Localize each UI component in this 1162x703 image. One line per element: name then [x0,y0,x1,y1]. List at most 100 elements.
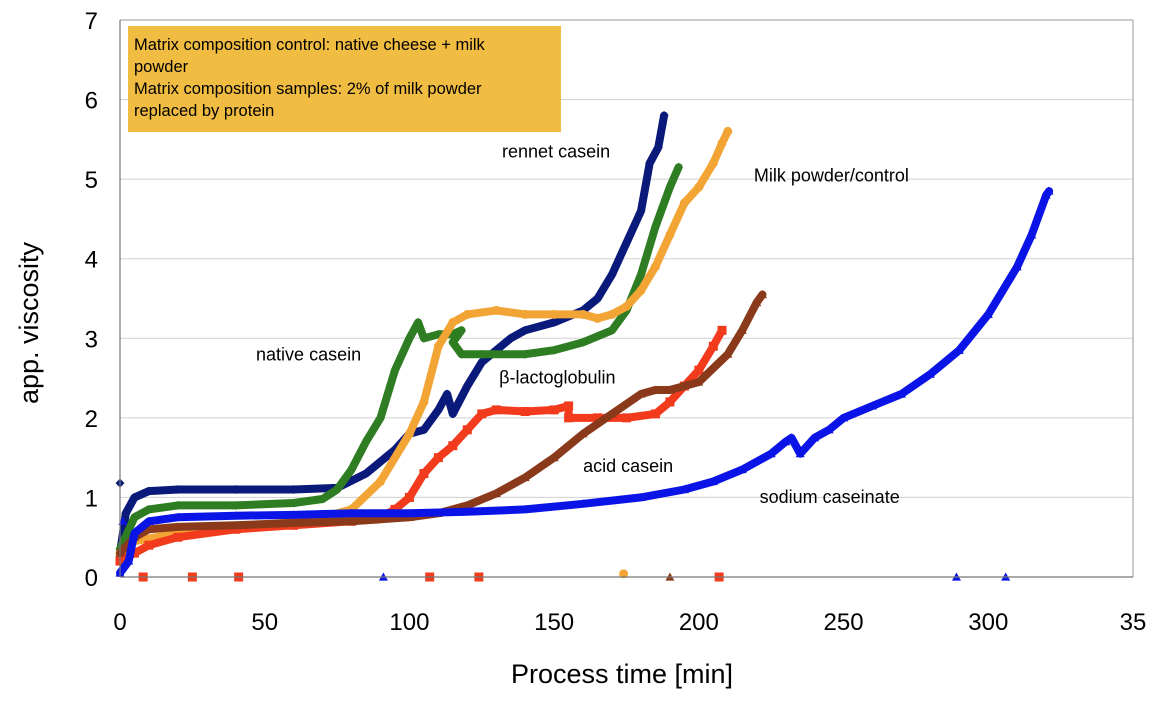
data-point [1027,230,1037,239]
data-point [462,309,472,319]
data-point [173,522,183,531]
data-point [448,441,458,451]
data-point [231,484,241,494]
data-point [650,385,660,394]
data-point [549,309,559,319]
data-point [758,290,768,299]
y-tick-label: 1 [85,485,98,512]
data-point [419,425,429,435]
x-axis-title: Process time [min] [511,659,733,689]
data-point [636,270,646,280]
data-point [824,425,834,434]
data-point [413,317,423,327]
data-point [491,488,501,498]
data-point [717,325,727,335]
y-tick-label: 4 [85,247,98,274]
x-tick-label: 0 [113,609,126,636]
data-point [868,401,878,410]
axes [119,19,1134,578]
data-point [896,389,906,398]
data-point [375,477,385,487]
data-point [650,222,660,232]
data-point [636,389,646,398]
data-point [419,469,429,479]
data-point [650,262,660,272]
data-point [457,349,467,359]
data-point [549,317,559,327]
data-point [708,341,718,351]
series-native-casein [115,162,684,554]
data-point [404,333,414,343]
x-tick-label: 50 [251,609,278,636]
data-point [375,413,385,423]
y-tick-label: 3 [85,326,98,353]
data-point [549,453,559,462]
data-point [491,305,501,315]
series-label-acid-casein: acid casein [583,456,673,476]
y-axis-title: app. viscosity [14,241,44,404]
data-point [520,325,530,335]
y-tick-label: 2 [85,406,98,433]
data-point [717,138,727,148]
x-tick-label: 200 [679,609,719,636]
data-point [983,309,993,319]
data-point [781,437,791,446]
data-point [636,206,646,216]
x-tick-label: 150 [534,609,574,636]
data-point [231,500,241,510]
data-point [390,365,400,375]
x-tick-label: 100 [389,609,429,636]
series-rennet-casein [115,110,669,558]
data-point [665,397,675,407]
y-tick-label: 0 [85,565,98,592]
data-point [786,433,796,442]
data-point [708,158,718,168]
data-point [564,401,574,411]
data-point [289,518,299,527]
data-point [462,425,472,435]
data-point [361,469,371,479]
data-point [419,333,429,343]
series-line-sodium-caseinate [116,187,1054,577]
data-point [289,484,299,494]
data-point [622,413,631,423]
x-tick-label: 35 [1120,609,1147,636]
series-label-native-casein: native casein [256,345,361,365]
data-point [622,301,631,311]
y-tick-label: 7 [85,8,98,35]
series-line-rennet-casein [116,111,669,558]
data-point [737,465,747,474]
data-point [645,158,655,168]
data-point [520,309,530,319]
data-point [173,500,183,510]
series-acid-casein [115,290,768,581]
data-point [404,508,414,517]
y-tick-label: 5 [85,167,98,194]
data-point [347,516,357,525]
data-point [144,516,154,525]
data-point [650,409,660,419]
data-point [477,349,487,359]
data-point [491,405,501,415]
data-point [737,325,747,334]
data-point [462,507,472,516]
series-label-milk-powder-control: Milk powder/control [754,166,909,186]
data-point [448,337,458,347]
data-point [723,349,733,358]
data-point [622,238,631,248]
data-point [578,309,588,319]
data-point [679,198,689,208]
x-tick-label: 300 [968,609,1008,636]
annotation-line-2: powder [134,58,189,76]
data-point [289,498,299,508]
data-point [289,510,299,519]
data-point [593,294,603,303]
data-point-isolated [619,569,629,579]
data-point [361,437,371,447]
data-point [404,429,414,439]
data-point [347,508,357,517]
data-point [679,484,689,494]
data-point [231,511,241,520]
data-point [694,365,704,375]
